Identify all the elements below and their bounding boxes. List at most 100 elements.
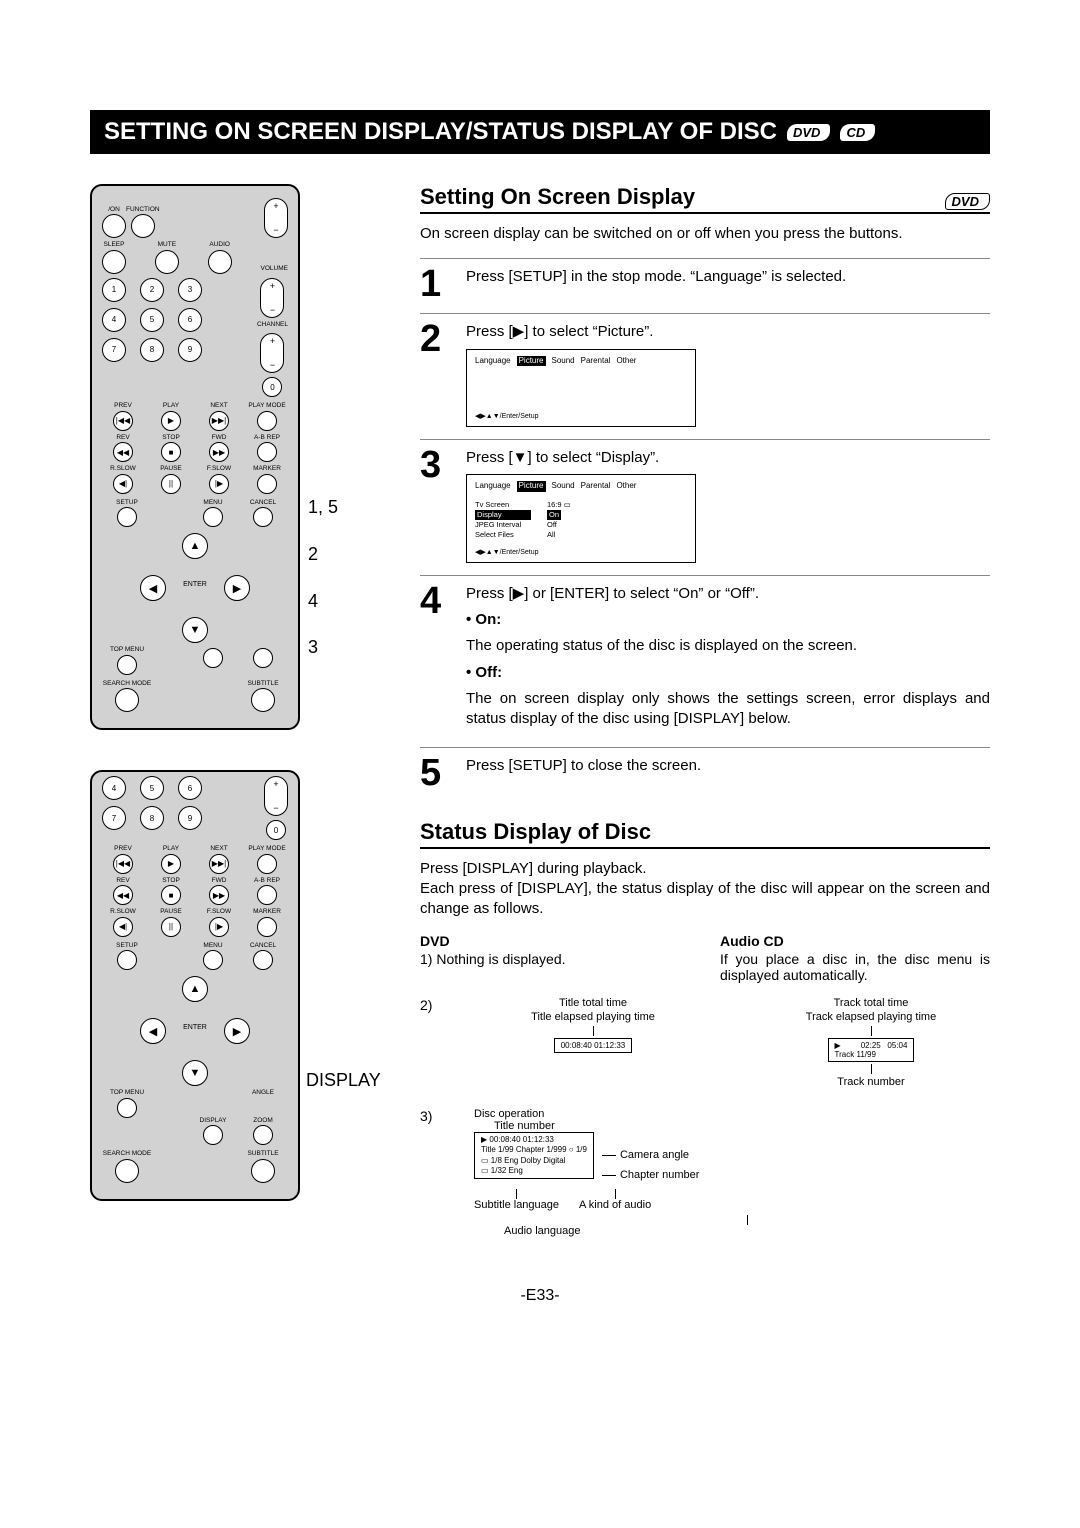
marker-button[interactable] bbox=[257, 474, 277, 494]
display-button[interactable] bbox=[203, 1125, 223, 1145]
step-2: 2 Press [▶] to select “Picture”. Languag… bbox=[420, 313, 990, 426]
mute-button[interactable] bbox=[155, 250, 179, 274]
fslow-button[interactable]: |▶ bbox=[209, 917, 229, 937]
subtitle-button[interactable] bbox=[251, 1159, 275, 1183]
function-button[interactable] bbox=[131, 214, 155, 238]
callout: 1, 5 bbox=[308, 484, 338, 531]
num-7[interactable]: 7 bbox=[102, 338, 126, 362]
num-6[interactable]: 6 bbox=[178, 308, 202, 332]
function-label: FUNCTION bbox=[126, 207, 160, 214]
label: ANGLE bbox=[252, 1090, 274, 1097]
setup-button[interactable] bbox=[117, 507, 137, 527]
left-button[interactable]: ◀ bbox=[140, 575, 166, 601]
num-8[interactable]: 8 bbox=[140, 806, 164, 830]
fslow-button[interactable]: |▶ bbox=[209, 474, 229, 494]
num-8[interactable]: 8 bbox=[140, 338, 164, 362]
right-button[interactable]: ▶ bbox=[224, 575, 250, 601]
fig-label: Track elapsed playing time bbox=[806, 1011, 936, 1023]
searchmode-button[interactable] bbox=[115, 688, 139, 712]
audio-button[interactable] bbox=[208, 250, 232, 274]
up-button[interactable]: ▲ bbox=[182, 533, 208, 559]
prev-button[interactable]: |◀◀ bbox=[113, 411, 133, 431]
num-6[interactable]: 6 bbox=[178, 776, 202, 800]
pause-button[interactable]: || bbox=[161, 917, 181, 937]
step-3: 3 Press [▼] to select “Display”. Languag… bbox=[420, 439, 990, 563]
pause-button[interactable]: || bbox=[161, 474, 181, 494]
display-button[interactable] bbox=[203, 648, 223, 668]
next-button[interactable]: ▶▶| bbox=[209, 854, 229, 874]
label: MENU bbox=[203, 500, 222, 507]
num-9[interactable]: 9 bbox=[178, 338, 202, 362]
subtitle-button[interactable] bbox=[251, 688, 275, 712]
abrep-button[interactable] bbox=[257, 442, 277, 462]
plus-minus[interactable]: +− bbox=[260, 278, 284, 318]
rev-button[interactable]: ◀◀ bbox=[113, 442, 133, 462]
zoom-button[interactable] bbox=[253, 648, 273, 668]
step-number: 2 bbox=[420, 322, 456, 356]
callouts-upper: 1, 5 2 4 3 bbox=[300, 184, 338, 671]
play-button[interactable]: ▶ bbox=[161, 411, 181, 431]
num-5[interactable]: 5 bbox=[140, 776, 164, 800]
searchmode-button[interactable] bbox=[115, 1159, 139, 1183]
item3-num: 3) bbox=[420, 1108, 434, 1124]
topmenu-button[interactable] bbox=[117, 1098, 137, 1118]
fwd-button[interactable]: ▶▶ bbox=[209, 885, 229, 905]
osd-key: Tv Screen bbox=[475, 500, 531, 510]
label: SEARCH MODE bbox=[103, 681, 151, 688]
next-button[interactable]: ▶▶| bbox=[209, 411, 229, 431]
marker-button[interactable] bbox=[257, 917, 277, 937]
playmode-button[interactable] bbox=[257, 411, 277, 431]
rslow-button[interactable]: ◀| bbox=[113, 474, 133, 494]
menu-button[interactable] bbox=[203, 507, 223, 527]
abrep-button[interactable] bbox=[257, 885, 277, 905]
dvd-heading: DVD bbox=[420, 933, 690, 949]
rslow-button[interactable]: ◀| bbox=[113, 917, 133, 937]
playmode-button[interactable] bbox=[257, 854, 277, 874]
power-button[interactable] bbox=[102, 214, 126, 238]
num-3[interactable]: 3 bbox=[178, 278, 202, 302]
osd-tab: Parental bbox=[581, 481, 611, 492]
fig-label: Subtitle language bbox=[474, 1199, 559, 1211]
down-button[interactable]: ▼ bbox=[182, 1060, 208, 1086]
label: STOP bbox=[162, 435, 180, 442]
num-5[interactable]: 5 bbox=[140, 308, 164, 332]
section1-intro: On screen display can be switched on or … bbox=[420, 224, 990, 244]
sleep-button[interactable] bbox=[102, 250, 126, 274]
channel-label: CHANNEL bbox=[257, 322, 288, 329]
menu-button[interactable] bbox=[203, 950, 223, 970]
label: PLAY MODE bbox=[248, 846, 285, 853]
fwd-button[interactable]: ▶▶ bbox=[209, 442, 229, 462]
channel-rocker[interactable]: +− bbox=[260, 333, 284, 373]
label: F.SLOW bbox=[207, 466, 231, 473]
volume-rocker[interactable]: +− bbox=[264, 198, 288, 238]
up-button[interactable]: ▲ bbox=[182, 976, 208, 1002]
num-4[interactable]: 4 bbox=[102, 308, 126, 332]
osd-tab: Language bbox=[475, 356, 511, 367]
down-button[interactable]: ▼ bbox=[182, 617, 208, 643]
stop-button[interactable]: ■ bbox=[161, 885, 181, 905]
num-9[interactable]: 9 bbox=[178, 806, 202, 830]
play-button[interactable]: ▶ bbox=[161, 854, 181, 874]
topmenu-button[interactable] bbox=[117, 655, 137, 675]
left-button[interactable]: ◀ bbox=[140, 1018, 166, 1044]
num-0[interactable]: 0 bbox=[262, 377, 282, 397]
label: MARKER bbox=[253, 466, 281, 473]
num-0[interactable]: 0 bbox=[266, 820, 286, 840]
item2-num: 2) bbox=[420, 997, 434, 1013]
step-4: 4 Press [▶] or [ENTER] to select “On” or… bbox=[420, 575, 990, 736]
cancel-button[interactable] bbox=[253, 950, 273, 970]
zoom-button[interactable] bbox=[253, 1125, 273, 1145]
num-2[interactable]: 2 bbox=[140, 278, 164, 302]
num-4[interactable]: 4 bbox=[102, 776, 126, 800]
channel-rocker[interactable]: +− bbox=[264, 776, 288, 816]
right-button[interactable]: ▶ bbox=[224, 1018, 250, 1044]
label: PLAY bbox=[163, 846, 179, 853]
cancel-button[interactable] bbox=[253, 507, 273, 527]
stop-button[interactable]: ■ bbox=[161, 442, 181, 462]
num-7[interactable]: 7 bbox=[102, 806, 126, 830]
setup-button[interactable] bbox=[117, 950, 137, 970]
label: REV bbox=[116, 435, 129, 442]
prev-button[interactable]: |◀◀ bbox=[113, 854, 133, 874]
rev-button[interactable]: ◀◀ bbox=[113, 885, 133, 905]
num-1[interactable]: 1 bbox=[102, 278, 126, 302]
